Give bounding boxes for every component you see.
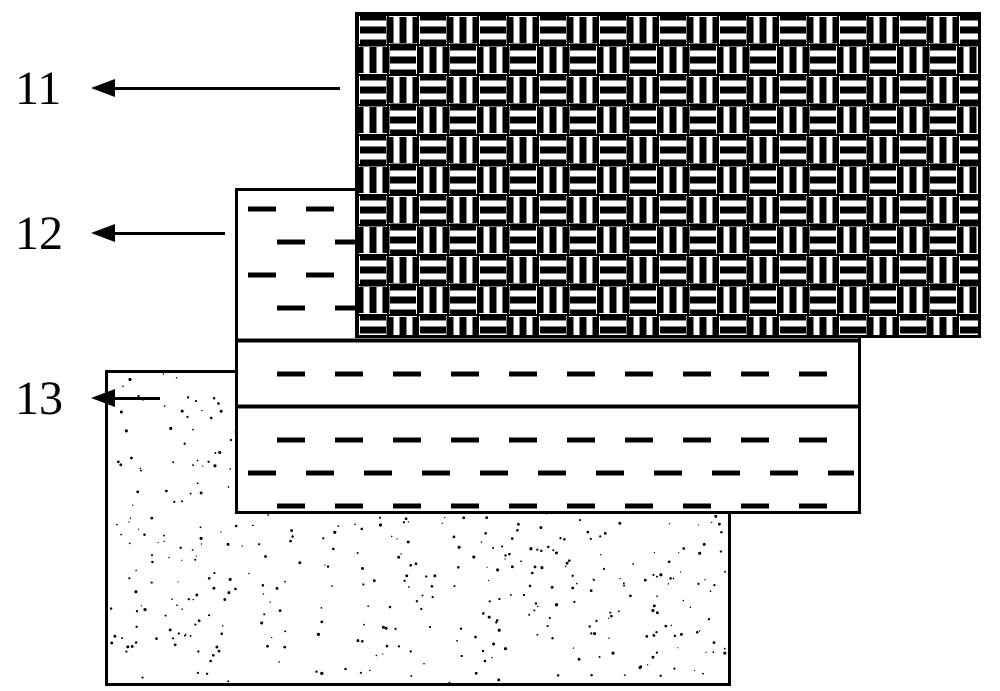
arrow-head-icon (91, 389, 115, 407)
arrow-line (115, 397, 160, 400)
arrow-line (115, 87, 340, 90)
layer-11-basketweave (355, 12, 981, 338)
arrow-line (115, 232, 225, 235)
label-13: 13 (15, 375, 63, 423)
arrow-head-icon (91, 79, 115, 97)
arrow-head-icon (91, 224, 115, 242)
basketweave-pattern (358, 15, 978, 335)
label-11: 11 (15, 65, 61, 113)
label-12: 12 (15, 210, 63, 258)
